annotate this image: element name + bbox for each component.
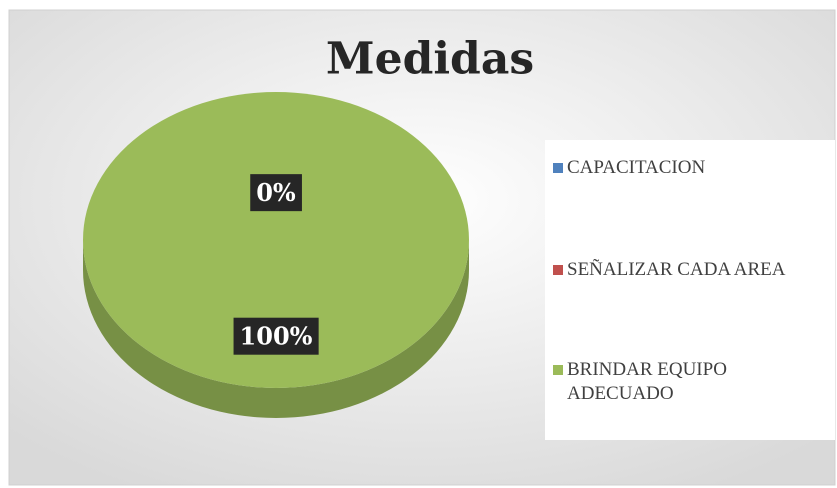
data-label-box [250,174,302,212]
legend-label: CAPACITACION [567,157,706,178]
pie: 0% 100% [83,92,469,418]
data-label: 0% [256,178,296,207]
legend: CAPACITACION SEÑALIZAR CADA AREA BRINDAR E… [545,140,835,440]
legend-swatch [553,163,563,173]
chart-title: Medidas [326,34,534,85]
legend-item: SEÑALIZAR CADA AREA [553,258,823,282]
legend-label: SEÑALIZAR CADA AREA [567,259,786,280]
legend-swatch [553,365,563,375]
legend-label: BRINDAR EQUIPO ADECUADO [567,359,727,404]
data-label: 100% [240,322,313,351]
pie-side [83,240,469,418]
pie-slice [83,92,469,388]
legend-item: BRINDAR EQUIPO ADECUADO [553,358,823,406]
data-label-box [233,317,319,355]
legend-swatch [553,265,563,275]
legend-item: CAPACITACION [553,156,823,180]
